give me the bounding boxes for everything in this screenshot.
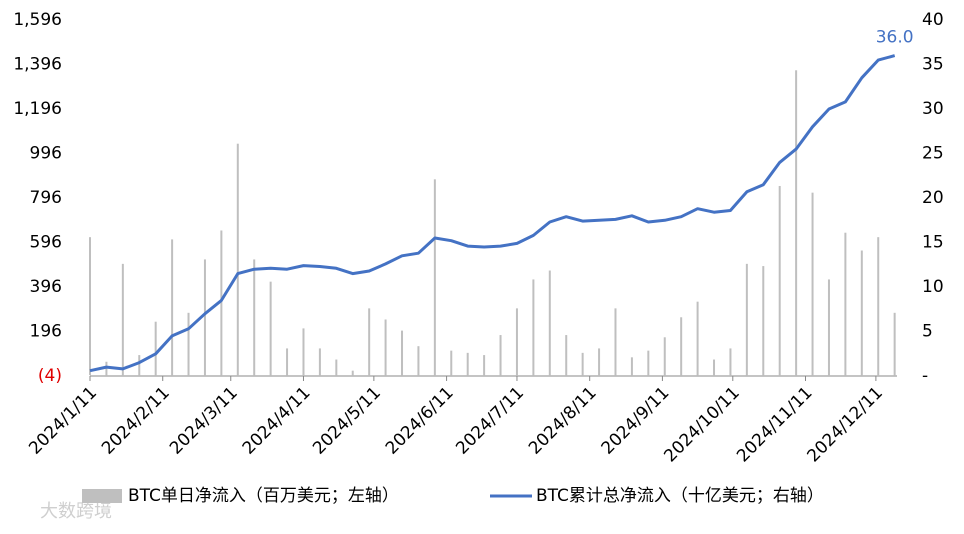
bar [401, 330, 404, 376]
bar [121, 263, 124, 376]
bar [318, 348, 321, 376]
bar [466, 352, 469, 376]
bar [778, 185, 781, 376]
bar [220, 230, 223, 376]
data-label: 36.0 [876, 28, 914, 48]
x-tick-label: 2024/3/11 [166, 383, 242, 459]
y2-tick-label: 40 [922, 10, 944, 30]
bar [417, 346, 420, 376]
bar [860, 250, 863, 376]
bar [647, 350, 650, 376]
x-tick-label: 2024/10/11 [660, 383, 743, 466]
y2-tick-label: 5 [922, 322, 933, 342]
y2-tick-label: - [922, 366, 928, 386]
bar [499, 335, 502, 376]
bar [483, 355, 486, 376]
bar [893, 312, 896, 376]
y2-tick-label: 35 [922, 55, 944, 75]
bar [286, 348, 289, 376]
watermark: 大数跨境 [40, 501, 112, 522]
bar [745, 263, 748, 376]
bar [795, 70, 798, 376]
bar [762, 266, 765, 376]
bar [335, 359, 338, 376]
y-tick-label: 1,196 [13, 99, 62, 119]
bar [433, 179, 436, 376]
x-tick-label: 2024/9/11 [598, 383, 674, 459]
x-tick-label: 2024/6/11 [382, 383, 458, 459]
bar [89, 237, 91, 376]
bar [565, 335, 568, 376]
bar [187, 312, 190, 376]
y2-tick-label: 30 [922, 99, 944, 119]
x-tick-label: 2024/5/11 [309, 383, 385, 459]
bar [581, 352, 584, 376]
bar [548, 270, 551, 376]
bar [877, 237, 880, 376]
bar [630, 357, 633, 376]
y-tick-label: 396 [30, 277, 62, 297]
bar [138, 355, 141, 376]
bar [844, 232, 847, 376]
line [89, 54, 896, 373]
bar [302, 328, 305, 376]
bar [663, 337, 666, 376]
y-tick-label: 996 [30, 144, 62, 164]
legend-swatch [82, 489, 122, 503]
x-tick-label: 2024/8/11 [525, 383, 601, 459]
bar [154, 321, 157, 376]
legend-label: BTC累计总净流入（十亿美元；右轴） [536, 486, 824, 506]
bar [614, 308, 617, 376]
bar [532, 279, 535, 376]
bar [811, 192, 814, 376]
x-tick-label: 2024/12/11 [804, 383, 887, 466]
y-tick-label: 1,596 [13, 10, 62, 30]
y2-tick-label: 15 [922, 233, 944, 253]
y-tick-label: 1,396 [13, 55, 62, 75]
bar [236, 143, 239, 376]
y2-tick-label: 10 [922, 277, 944, 297]
bar [515, 308, 518, 376]
bar [598, 348, 601, 376]
bar [253, 259, 256, 376]
y-tick-label: 596 [30, 233, 62, 253]
bar [203, 259, 206, 376]
x-tick-label: 2024/4/11 [239, 383, 315, 459]
bar [269, 281, 272, 376]
bar [827, 279, 830, 376]
y2-tick-label: 25 [922, 144, 944, 164]
bar [351, 370, 354, 376]
bar [713, 359, 716, 376]
y-tick-label: (4) [38, 366, 62, 386]
x-tick-label: 2024/7/11 [452, 383, 528, 459]
bar [368, 308, 371, 376]
x-tick-label: 2024/2/11 [98, 383, 174, 459]
y2-tick-label: 20 [922, 188, 944, 208]
bar [450, 350, 453, 376]
x-tick-label: 2024/1/11 [25, 383, 101, 459]
y-tick-label: 196 [30, 322, 62, 342]
legend-label: BTC单日净流入（百万美元；左轴） [128, 486, 399, 506]
bar [696, 301, 699, 376]
bar [384, 319, 387, 376]
bar [171, 239, 174, 376]
bar [729, 348, 732, 376]
bar [680, 317, 683, 376]
y-tick-label: 796 [30, 188, 62, 208]
